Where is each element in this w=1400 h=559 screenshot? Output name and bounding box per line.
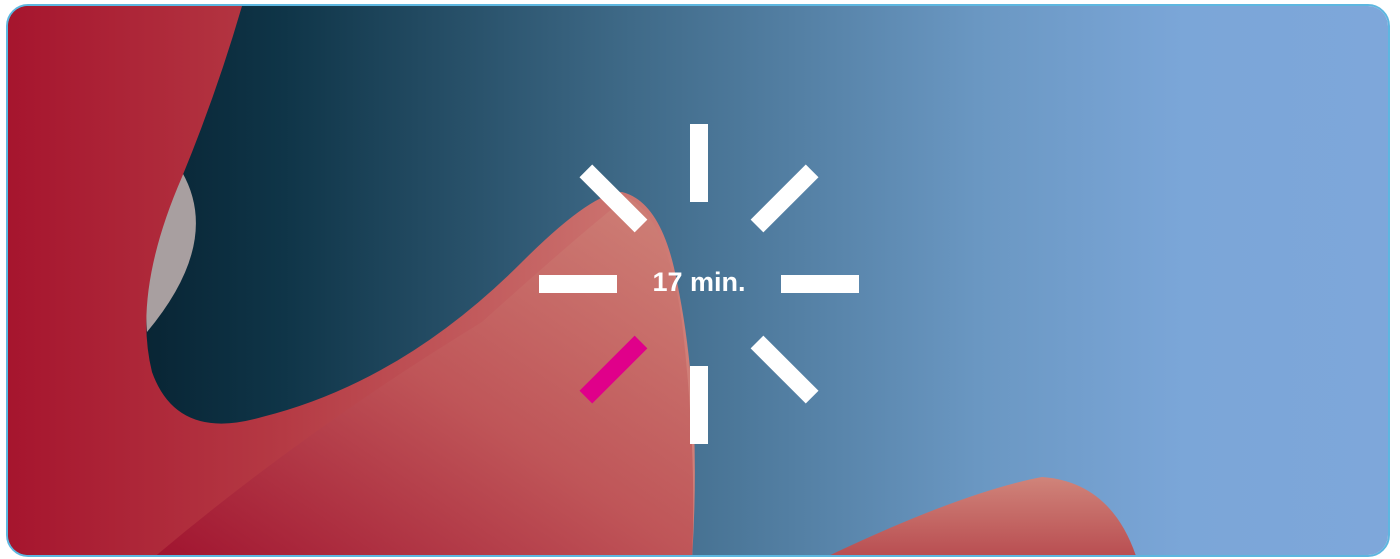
- loading-scene: 17 min.: [8, 6, 1388, 555]
- spinner-bar: [750, 164, 819, 233]
- right-red-shape: [830, 477, 1136, 555]
- spinner-bar: [539, 275, 617, 293]
- timer-label: 17 min.: [652, 267, 745, 297]
- spinner-bar-active: [579, 335, 648, 404]
- spinner-bar: [690, 366, 708, 444]
- pale-shape: [142, 172, 196, 332]
- spinner-bar: [781, 275, 859, 293]
- spinner: [539, 124, 859, 444]
- spinner-bar: [690, 124, 708, 202]
- spinner-bar: [750, 335, 819, 404]
- loading-card: 17 min.: [6, 4, 1390, 557]
- spinner-bar: [579, 164, 648, 233]
